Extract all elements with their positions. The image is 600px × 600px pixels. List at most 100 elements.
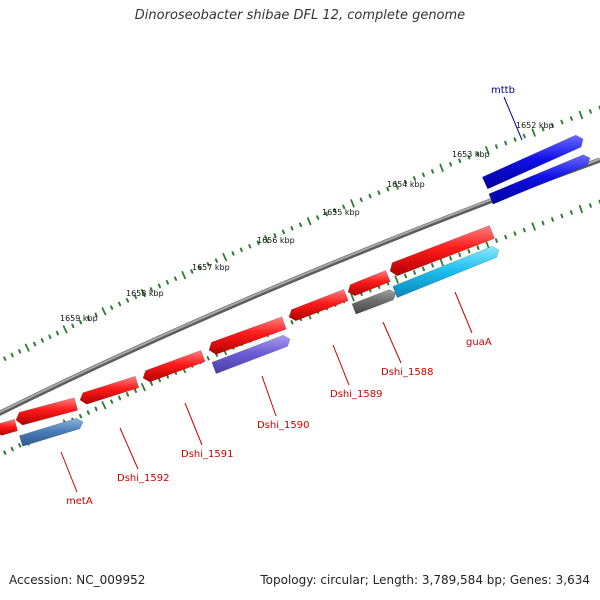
scale-minor-tick bbox=[476, 151, 480, 156]
scale-major-tick bbox=[101, 307, 107, 316]
scale-minor-tick bbox=[422, 266, 425, 272]
scale-minor-tick bbox=[342, 204, 346, 210]
kbp-label-1655: 1655 kbp bbox=[322, 208, 360, 217]
map-title: Dinoroseobacter shibae DFL 12, complete … bbox=[134, 8, 466, 23]
scale-minor-tick bbox=[86, 316, 90, 321]
scale-minor-tick bbox=[404, 179, 408, 185]
scale-minor-tick bbox=[522, 227, 526, 233]
scale-minor-tick bbox=[560, 213, 564, 219]
gene-label-dshi-1590: Dshi_1590 bbox=[257, 420, 309, 431]
scale-major-tick bbox=[394, 275, 399, 284]
scale-major-tick bbox=[485, 145, 490, 155]
gene-left-edge bbox=[0, 418, 18, 436]
scale-minor-tick bbox=[133, 388, 137, 393]
scale-minor-tick bbox=[449, 162, 453, 167]
scale-minor-tick bbox=[110, 305, 114, 310]
scale-minor-tick bbox=[513, 137, 517, 142]
scale-minor-tick bbox=[324, 211, 328, 217]
gene-dshi-1590 bbox=[211, 334, 291, 374]
scale-minor-tick bbox=[589, 109, 592, 114]
scale-minor-tick bbox=[174, 276, 178, 281]
scale-minor-tick bbox=[190, 269, 194, 274]
scale-major-tick bbox=[350, 293, 355, 302]
scale-minor-tick bbox=[495, 238, 498, 243]
scale-minor-tick bbox=[431, 263, 434, 268]
scale-minor-tick bbox=[248, 244, 252, 249]
scale-minor-tick bbox=[541, 220, 545, 226]
scale-major-tick bbox=[578, 110, 583, 120]
scale-minor-tick bbox=[18, 443, 22, 448]
scale-minor-tick bbox=[3, 356, 7, 361]
gene-mttb-2 bbox=[488, 154, 591, 205]
scale-minor-tick bbox=[33, 341, 37, 347]
scale-minor-tick bbox=[110, 399, 114, 404]
scale-minor-tick bbox=[404, 273, 408, 279]
kbp-label-1654: 1654 kbp bbox=[387, 180, 425, 189]
scale-major-tick bbox=[350, 199, 355, 208]
kbp-label-1656: 1656 kbp bbox=[257, 236, 295, 245]
scale-minor-tick bbox=[149, 381, 153, 386]
scale-minor-tick bbox=[18, 349, 22, 354]
scale-minor-tick bbox=[504, 140, 508, 146]
scale-minor-tick bbox=[299, 222, 303, 228]
scale-minor-tick bbox=[476, 245, 480, 250]
scale-minor-tick bbox=[569, 210, 573, 215]
scale-minor-tick bbox=[422, 172, 425, 178]
scale-major-tick bbox=[394, 181, 399, 190]
scale-minor-tick bbox=[206, 262, 210, 267]
leader-dshi-1590 bbox=[261, 375, 277, 417]
scale-minor-tick bbox=[198, 265, 202, 271]
gene-dshi-1590-red bbox=[208, 316, 287, 355]
scale-major-tick bbox=[264, 234, 269, 244]
scale-minor-tick bbox=[48, 334, 52, 339]
scale-major-tick bbox=[24, 343, 30, 352]
scale-major-tick bbox=[439, 163, 444, 173]
kbp-label-1653: 1653 kbp bbox=[452, 150, 490, 159]
genome-summary-text: Topology: circular; Length: 3,789,584 bp… bbox=[260, 573, 590, 587]
leader-metA bbox=[60, 451, 78, 493]
scale-minor-tick bbox=[316, 215, 320, 220]
leader-guaA bbox=[454, 291, 473, 334]
scale-minor-tick bbox=[368, 193, 372, 199]
scale-minor-tick bbox=[157, 283, 161, 289]
gene-dshi-1591 bbox=[142, 350, 206, 383]
scale-minor-tick bbox=[467, 154, 471, 160]
scale-minor-tick bbox=[458, 158, 462, 164]
leader-dshi-1589 bbox=[332, 344, 350, 386]
kbp-label-1657: 1657 kbp bbox=[192, 263, 230, 272]
gene-meta-red bbox=[15, 397, 79, 426]
scale-major-tick bbox=[140, 382, 146, 392]
scale-major-tick bbox=[306, 217, 312, 226]
gene-label-mttb: mttb bbox=[491, 85, 515, 96]
scale-minor-tick bbox=[55, 330, 60, 336]
scale-minor-tick bbox=[79, 413, 83, 419]
scale-minor-tick bbox=[10, 446, 14, 452]
gene-guaA bbox=[392, 245, 500, 298]
scale-minor-tick bbox=[495, 144, 498, 149]
scale-major-tick bbox=[485, 239, 490, 249]
scale-dot-tracks bbox=[3, 105, 600, 455]
scale-minor-tick bbox=[551, 123, 554, 128]
scale-minor-tick bbox=[290, 320, 294, 325]
scale-minor-tick bbox=[40, 338, 44, 343]
outer-scale-track bbox=[3, 105, 600, 361]
scale-minor-tick bbox=[290, 226, 294, 231]
gene-dshi-1588-red bbox=[389, 225, 495, 277]
scale-major-tick bbox=[140, 288, 146, 298]
scale-minor-tick bbox=[206, 356, 210, 361]
leader-mttb bbox=[503, 96, 523, 141]
scale-major-tick bbox=[101, 401, 107, 410]
scale-major-tick bbox=[531, 128, 536, 137]
gene-tracks bbox=[0, 134, 591, 447]
scale-minor-tick bbox=[3, 450, 7, 455]
scale-minor-tick bbox=[413, 176, 416, 181]
kbp-label-1652: 1652 kbp bbox=[516, 121, 554, 130]
scale-minor-tick bbox=[157, 377, 161, 383]
scale-minor-tick bbox=[256, 240, 260, 245]
scale-minor-tick bbox=[118, 395, 122, 401]
scale-minor-tick bbox=[589, 203, 592, 208]
gene-dshi-1589 bbox=[288, 289, 349, 322]
scale-minor-tick bbox=[386, 186, 390, 192]
